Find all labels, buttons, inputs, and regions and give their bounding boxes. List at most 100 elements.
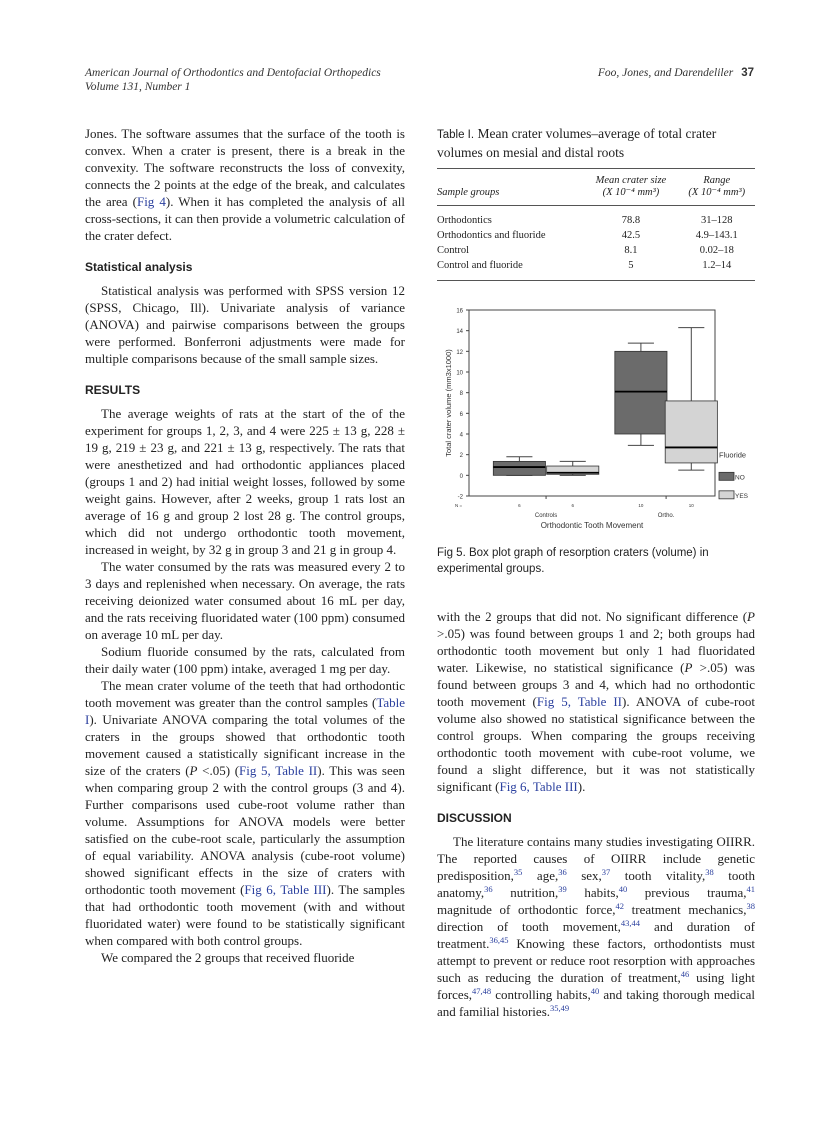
citation-link[interactable]: 39 <box>558 884 567 894</box>
box-controls-no <box>492 460 546 476</box>
citation-link[interactable]: 35,49 <box>550 1003 570 1013</box>
table-row: Control 8.1 0.02–18 <box>437 243 755 258</box>
text-run: The mean crater volume of the teeth that… <box>85 678 405 710</box>
text-run: >.05) was found between groups 1 and 2; … <box>437 626 755 675</box>
right-column: with the 2 groups that did not. No signi… <box>437 608 755 1020</box>
n-count: 6 <box>571 503 574 508</box>
table-row: Control and fluoride 5 1.2–14 <box>437 258 755 281</box>
italic-variable: P <box>189 763 198 778</box>
box-controls-yes <box>546 465 600 475</box>
y-tick-label: 4 <box>460 433 464 439</box>
section-heading: DISCUSSION <box>437 811 512 825</box>
text-run: direction of tooth movement, <box>437 919 621 934</box>
table-title: Table I. Mean crater volumes–average of … <box>437 125 755 162</box>
x-axis-label: Orthodontic Tooth Movement <box>541 521 644 530</box>
citation-link[interactable]: 38 <box>746 901 756 911</box>
running-header-left: American Journal of Orthodontics and Den… <box>85 66 381 94</box>
citation-link[interactable]: 46 <box>680 969 690 979</box>
cross-reference-link[interactable]: Fig 6, Table III <box>244 882 327 897</box>
y-tick-label: 10 <box>456 371 463 377</box>
cross-reference-link[interactable]: Fig 6, Table III <box>499 779 578 794</box>
figure-caption-text: Box plot graph of resorption craters (vo… <box>437 547 709 575</box>
text-run: tooth vitality, <box>610 868 706 883</box>
legend-title: Fluoride <box>719 451 746 460</box>
cross-reference-link[interactable]: Fig 5, Table II <box>536 694 623 709</box>
paragraph: The water consumed by the rats was measu… <box>85 558 405 643</box>
text-run: ). ANOVA of cube-root volume also showed… <box>437 694 755 794</box>
paragraph: Jones. The software assumes that the sur… <box>85 125 405 244</box>
figure-caption: Fig 5. Box plot graph of resorption crat… <box>437 545 757 577</box>
text-run: and duration of treatment. <box>437 919 756 951</box>
cell-mean: 5 <box>628 260 634 271</box>
text-run: tooth anatomy, <box>437 868 755 900</box>
paragraph: with the 2 groups that did not. No signi… <box>437 608 755 795</box>
y-tick-label: 0 <box>460 474 464 480</box>
citation-link[interactable]: 40 <box>618 884 628 894</box>
legend-swatch-no <box>718 471 735 481</box>
citation-link[interactable]: 38 <box>705 867 714 877</box>
text-run: Statistical analysis was performed with … <box>85 283 405 366</box>
cell-range: 31–128 <box>701 215 733 226</box>
text-run: and taking thorough medical and familial… <box>437 987 755 1019</box>
citation-link[interactable]: 47,48 <box>472 986 492 996</box>
italic-variable: P <box>747 609 755 624</box>
text-run: ). This was seen when comparing group 2 … <box>85 763 405 897</box>
paragraph: The mean crater volume of the teeth that… <box>85 677 405 949</box>
paragraph: We compared the 2 groups that received f… <box>85 949 405 966</box>
citation-link[interactable]: 36 <box>484 884 493 894</box>
paragraph: Sodium fluoride consumed by the rats, ca… <box>85 643 405 677</box>
citation-link[interactable]: 42 <box>615 901 625 911</box>
cell-range: 1.2–14 <box>702 260 732 271</box>
page-number: 37 <box>741 67 754 79</box>
y-tick-label: -2 <box>458 495 464 501</box>
cell-group: Orthodontics <box>437 215 492 226</box>
text-run: The average weights of rats at the start… <box>85 406 405 557</box>
y-tick-label: 8 <box>460 391 464 397</box>
x-tick-label: Ortho. <box>658 513 675 519</box>
italic-variable: P <box>684 660 693 675</box>
citation-link[interactable]: 41 <box>746 884 756 894</box>
cell-group: Orthodontics and fluoride <box>437 230 546 241</box>
text-run: The literature contains many studies inv… <box>437 834 755 883</box>
text-run: We compared the 2 groups that received f… <box>101 950 355 965</box>
citation-link[interactable]: 35 <box>513 867 523 877</box>
cell-mean: 8.1 <box>624 245 638 256</box>
text-run: ). The samples that had orthodontic toot… <box>85 882 405 948</box>
y-tick-label: 12 <box>456 350 463 356</box>
left-column: Jones. The software assumes that the sur… <box>85 125 405 966</box>
y-tick-label: 14 <box>456 329 463 335</box>
table-label: Table I. <box>437 129 475 141</box>
citation-link[interactable]: 36 <box>558 867 567 877</box>
box-plot-chart: -2 0 2 4 6 8 10 12 14 16 Total crater volume (mm3x… <box>444 309 749 531</box>
legend-label: YES <box>735 493 749 500</box>
cross-reference-link[interactable]: Table I <box>85 695 405 727</box>
authors: Foo, Jones, and Darendeliler <box>597 67 734 79</box>
text-run: sex, <box>566 868 602 883</box>
y-tick-label: 16 <box>456 309 463 315</box>
text-run: ). <box>577 779 586 794</box>
text-run: treatment mechanics, <box>624 902 747 917</box>
cross-reference-link[interactable]: Fig 5, Table II <box>239 763 318 778</box>
text-run: ). Univariate ANOVA comparing the total … <box>85 712 405 778</box>
text-run: Sodium fluoride consumed by the rats, ca… <box>85 644 405 676</box>
citation-link[interactable]: 40 <box>590 986 600 996</box>
citation-link[interactable]: 43,44 <box>620 918 641 928</box>
cross-reference-link[interactable]: Fig 4 <box>136 194 166 209</box>
cell-range: 4.9–143.1 <box>695 230 738 241</box>
table-caption: Mean crater volumes–average of total cra… <box>437 126 717 160</box>
paragraph: Statistical analysis was performed with … <box>85 282 405 367</box>
journal-name: American Journal of Orthodontics and Den… <box>85 67 381 79</box>
text-run: The water consumed by the rats was measu… <box>85 559 405 642</box>
cell-group: Control <box>437 245 470 256</box>
y-axis-label: Total crater volume (mm3x1000) <box>444 349 453 457</box>
text-run: age, <box>522 868 559 883</box>
paragraph: The literature contains many studies inv… <box>437 833 755 1020</box>
section-heading: Statistical analysis <box>85 260 193 274</box>
text-run: with the 2 groups that did not. No signi… <box>437 609 748 624</box>
citation-link[interactable]: 37 <box>601 867 611 877</box>
citation-link[interactable]: 36,45 <box>489 935 509 945</box>
table-1: Table I. Mean crater volumes–average of … <box>437 125 755 281</box>
running-header-right: Foo, Jones, and Darendeliler 37 <box>598 66 754 80</box>
x-tick-label: Controls <box>535 513 557 519</box>
text-run: nutrition, <box>492 885 559 900</box>
